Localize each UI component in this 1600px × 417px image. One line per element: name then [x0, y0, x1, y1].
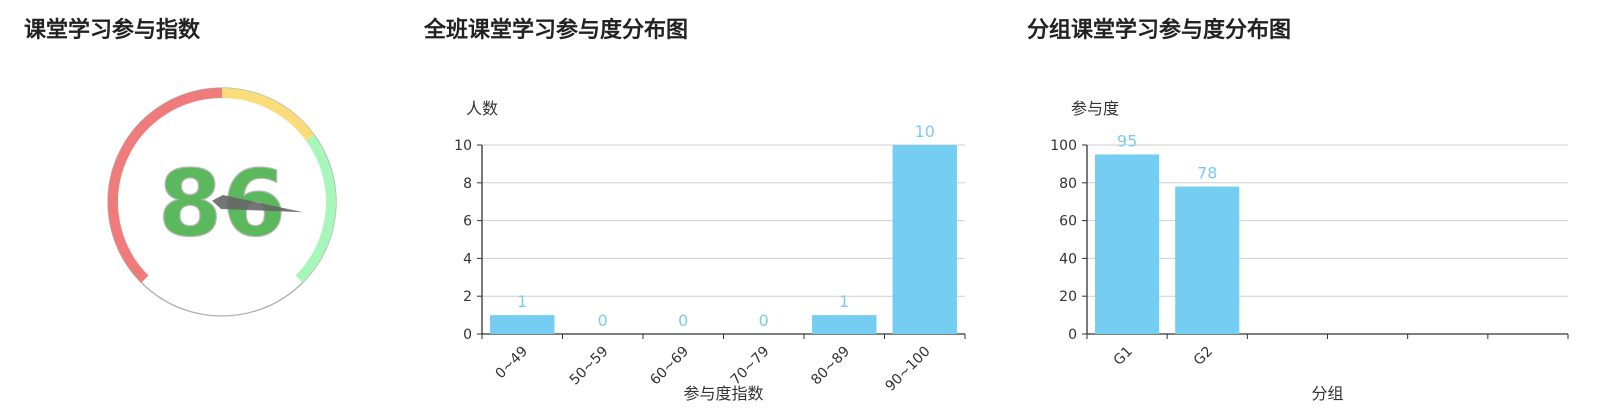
class-chart-ytick-label: 0 [463, 327, 472, 343]
class-chart-data-label: 10 [915, 122, 935, 141]
class-chart-category-label: 50~59 [567, 344, 612, 389]
group-distribution-title: 分组课堂学习参与度分布图 [1027, 18, 1292, 43]
class-chart-bar [812, 315, 877, 334]
group-chart-ytick-label: 0 [1068, 327, 1077, 343]
class-chart-data-label: 1 [839, 292, 849, 311]
group-chart-xlabel: 分组 [1311, 384, 1343, 403]
group-chart-bar [1095, 154, 1160, 334]
class-chart-bar [892, 145, 957, 334]
class-chart-ytick-label: 2 [463, 289, 472, 305]
class-chart-category-label: 80~89 [808, 344, 853, 389]
gauge-band-0 [108, 88, 223, 283]
group-chart-bar [1175, 186, 1240, 334]
class-chart-data-label: 0 [678, 311, 688, 330]
class-chart-data-label: 1 [517, 292, 527, 311]
group-chart-ytick-label: 80 [1059, 176, 1077, 192]
gauge-band-2 [295, 134, 336, 283]
class-chart-ylabel: 人数 [466, 99, 498, 118]
group-chart-ytick-label: 100 [1050, 138, 1077, 154]
class-distribution-title: 全班课堂学习参与度分布图 [424, 18, 689, 43]
group-chart-ylabel: 参与度 [1071, 99, 1119, 118]
class-chart-category-label: 0~49 [493, 344, 532, 383]
group-chart-ytick-label: 60 [1059, 214, 1077, 230]
class-chart-data-label: 0 [598, 311, 608, 330]
group-chart-data-label: 78 [1197, 164, 1217, 183]
class-chart-category-label: 60~69 [647, 344, 692, 389]
class-chart-ytick-label: 4 [463, 251, 472, 267]
class-chart-category-label: 90~100 [882, 344, 933, 395]
class-chart-ytick-label: 8 [463, 176, 472, 192]
class-chart-category-label: 70~79 [728, 344, 773, 389]
group-chart-category-label: G2 [1191, 344, 1216, 369]
group-chart-data-label: 95 [1117, 131, 1137, 150]
class-chart-bar [490, 315, 555, 334]
class-chart-data-label: 0 [759, 311, 769, 330]
gauge-title: 课堂学习参与指数 [24, 18, 201, 43]
class-chart-ytick-label: 6 [463, 214, 472, 230]
group-chart-ytick-label: 20 [1059, 289, 1077, 305]
group-chart-category-label: G1 [1111, 344, 1136, 369]
gauge-band-1 [221, 88, 315, 141]
class-chart-ytick-label: 10 [454, 138, 472, 154]
group-chart-ytick-label: 40 [1059, 251, 1077, 267]
gauge-pointer [212, 195, 304, 213]
class-chart-xlabel: 参与度指数 [683, 384, 763, 403]
